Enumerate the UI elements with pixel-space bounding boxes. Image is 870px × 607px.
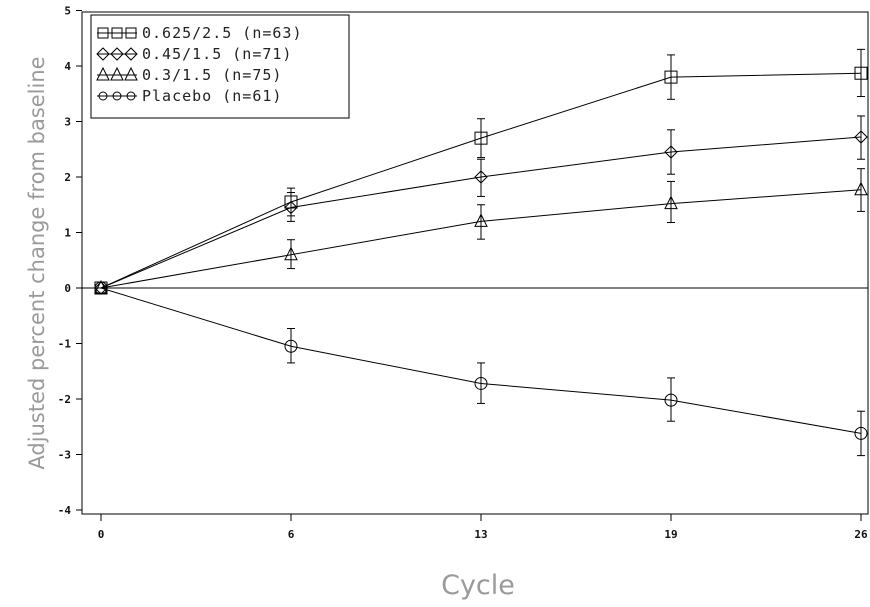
y-tick-label: -1 (58, 338, 72, 351)
y-tick-label: 0 (64, 282, 71, 295)
x-tick-label: 26 (854, 528, 868, 541)
y-tick-label: 5 (64, 5, 71, 18)
x-tick-label: 6 (288, 528, 295, 541)
legend: 0.625/2.5 (n=63) 0.45/1.5 (n=71) 0.3/1.5 (… (91, 15, 349, 118)
x-tick-label: 13 (474, 528, 487, 541)
y-tick-label: -3 (58, 449, 71, 462)
series-circle (95, 282, 867, 456)
y-tick-label: 4 (64, 60, 71, 73)
x-tick-label: 19 (664, 528, 677, 541)
legend-label: 0.45/1.5 (n=71) (142, 45, 292, 63)
y-tick-label: -4 (58, 504, 72, 517)
y-tick-label: -2 (58, 393, 71, 406)
series-line (101, 288, 861, 433)
legend-label: Placebo (n=61) (142, 87, 282, 105)
legend-label: 0.625/2.5 (n=63) (142, 24, 303, 42)
x-axis-title: Cycle (441, 570, 515, 601)
y-tick-label: 2 (64, 171, 71, 184)
y-tick-label: 1 (64, 227, 71, 240)
x-tick-label: 0 (98, 528, 105, 541)
y-tick-label: 3 (64, 116, 71, 129)
y-axis-title: Adjusted percent change from baseline (25, 56, 49, 469)
legend-label: 0.3/1.5 (n=75) (142, 66, 282, 84)
